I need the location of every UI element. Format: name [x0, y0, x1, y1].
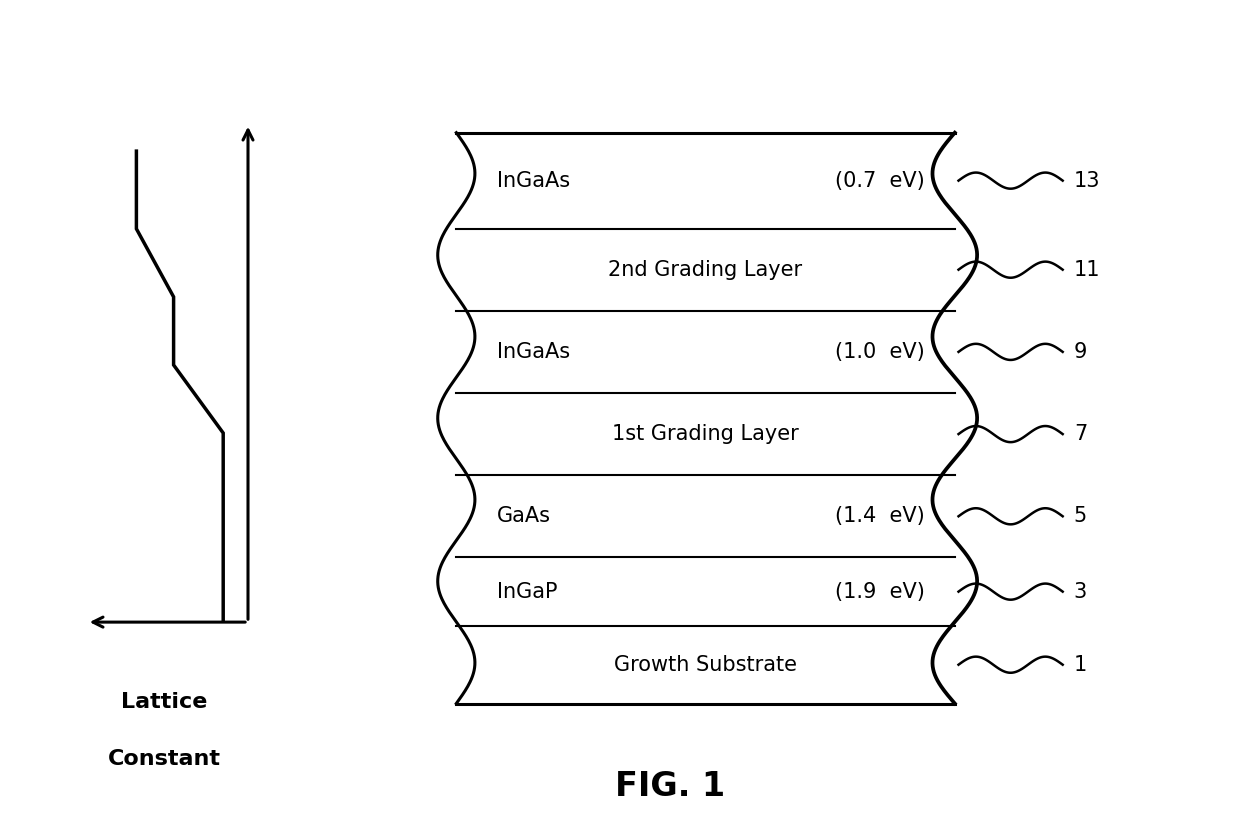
Text: 1st Grading Layer: 1st Grading Layer [613, 424, 799, 444]
Text: 1: 1 [1074, 654, 1087, 675]
Text: (1.0  eV): (1.0 eV) [836, 342, 925, 362]
Text: 7: 7 [1074, 424, 1087, 444]
Text: 11: 11 [1074, 260, 1100, 279]
Text: GaAs: GaAs [497, 506, 552, 527]
Text: 13: 13 [1074, 170, 1100, 191]
Text: Constant: Constant [108, 749, 221, 769]
Text: InGaAs: InGaAs [497, 342, 570, 362]
Text: (0.7  eV): (0.7 eV) [836, 170, 925, 191]
Text: 3: 3 [1074, 581, 1087, 602]
Text: (1.9  eV): (1.9 eV) [836, 581, 925, 602]
Text: InGaP: InGaP [497, 581, 558, 602]
Text: Lattice: Lattice [122, 691, 207, 712]
Text: 2nd Grading Layer: 2nd Grading Layer [609, 260, 802, 279]
Text: Growth Substrate: Growth Substrate [614, 654, 797, 675]
Text: (1.4  eV): (1.4 eV) [836, 506, 925, 527]
Text: FIG. 1: FIG. 1 [615, 770, 724, 803]
Text: InGaAs: InGaAs [497, 170, 570, 191]
Text: 9: 9 [1074, 342, 1087, 362]
Text: 5: 5 [1074, 506, 1087, 527]
